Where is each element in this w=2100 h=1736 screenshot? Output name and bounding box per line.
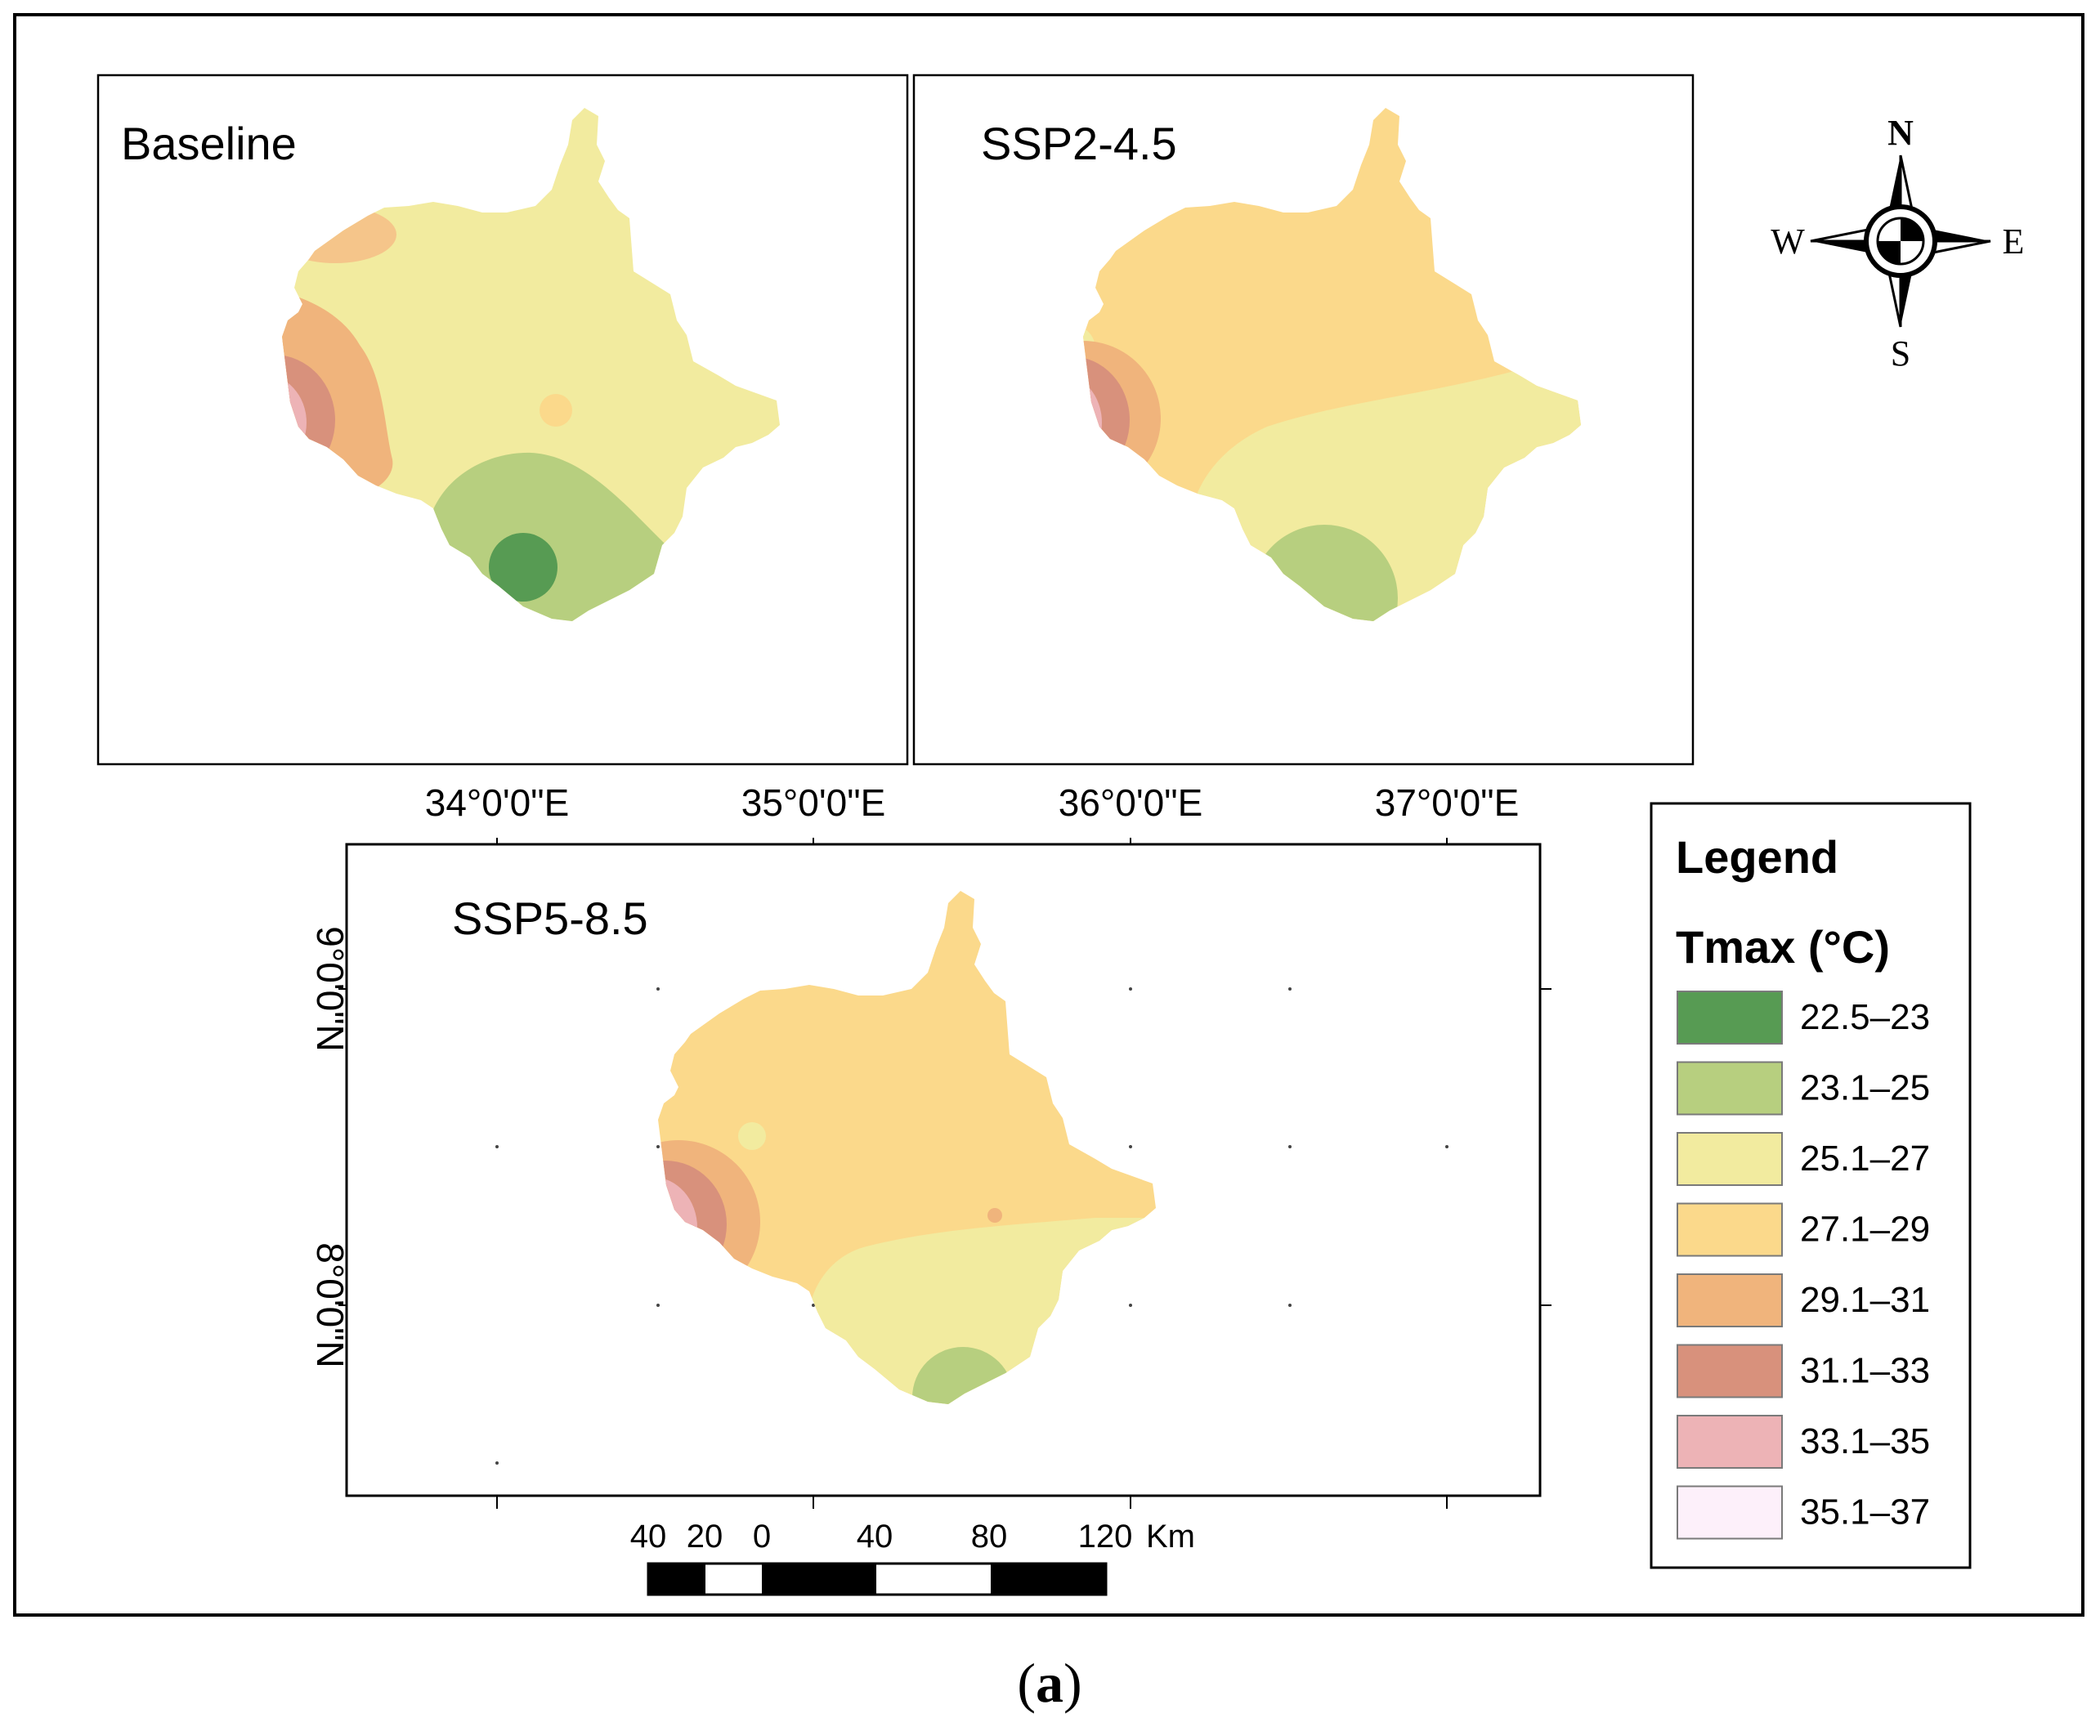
legend-variable: Tmax (°C) [1676,921,1890,973]
legend-swatch [1677,991,1783,1045]
legend-swatch [1677,1273,1783,1327]
legend-label: 27.1–29 [1800,1210,1930,1250]
ssp585-title: SSP5-8.5 [452,893,648,944]
scale-tick-80: 80 [971,1519,1008,1555]
east-label: E [2003,221,2025,262]
legend-label: 29.1–31 [1800,1280,1930,1320]
lon-label-36: 36°0'0"E [1059,781,1203,824]
south-label: S [1891,333,1910,374]
lon-label-35: 35°0'0"E [741,781,886,824]
scale-unit: Km [1146,1519,1195,1555]
lon-label-34: 34°0'0"E [425,781,570,824]
lat-label-8: 8°0'0"N [309,1242,351,1367]
scale-tick-40-left: 40 [630,1519,667,1555]
west-label: W [1771,221,1805,262]
legend-title: Legend [1676,831,1838,883]
figure-frame [13,13,2084,1617]
ssp585-panel: SSP5-8.5 [338,838,1551,1509]
longitude-labels: 34°0'0"E 35°0'0"E 36°0'0"E 37°0'0"E [425,781,1520,824]
scale-tick-20: 20 [687,1519,723,1555]
legend-swatch [1677,1415,1783,1469]
legend-label: 31.1–33 [1800,1351,1930,1391]
lon-label-37: 37°0'0"E [1375,781,1520,824]
north-arrow-icon: N S E W [1771,113,2024,374]
figure-caption: (a) [1017,1652,1081,1714]
lat-label-9: 9°0'0"N [309,926,351,1051]
ssp245-panel: SSP2-4.5 [912,74,1695,766]
baseline-title: Baseline [121,118,297,169]
scale-bar: 40 20 0 40 80 120 Km [630,1519,1195,1596]
legend-label: 22.5–23 [1800,997,1930,1037]
latitude-labels: 9°0'0"N 8°0'0"N [309,926,351,1367]
north-label: N [1887,113,1914,153]
legend-swatch [1677,1344,1783,1398]
legend-swatch [1677,1202,1783,1257]
scale-tick-0: 0 [753,1519,771,1555]
legend-label: 23.1–25 [1800,1068,1930,1108]
ssp245-title: SSP2-4.5 [981,118,1177,169]
legend-label: 35.1–37 [1800,1492,1930,1532]
legend-swatch [1677,1061,1783,1116]
legend-label: 33.1–35 [1800,1421,1930,1461]
legend-swatch [1677,1132,1783,1186]
scale-tick-40: 40 [857,1519,893,1555]
caption-letter: a [1036,1652,1063,1714]
legend-label: 25.1–27 [1800,1139,1930,1179]
legend: Legend Tmax (°C) 22.5–23 23.1–25 25.1–27 27… [1650,802,1972,1569]
baseline-panel: Baseline [96,74,909,766]
scale-tick-120: 120 [1078,1519,1133,1555]
legend-swatch [1677,1485,1783,1540]
